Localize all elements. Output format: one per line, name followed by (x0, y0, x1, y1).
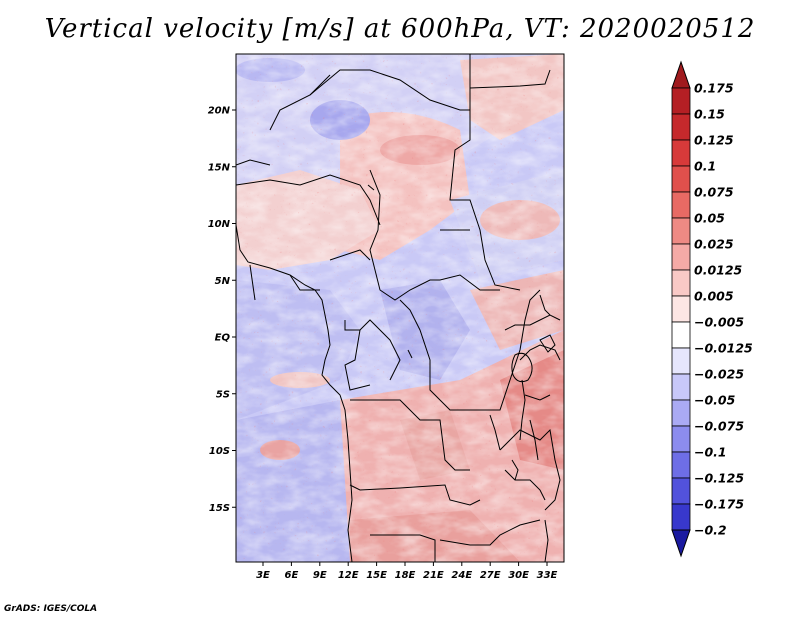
colorbar-label: 0.15 (694, 107, 725, 122)
colorbar-swatch (671, 451, 691, 479)
colorbar-label: −0.005 (694, 315, 744, 330)
colorbar-swatch (671, 191, 691, 219)
latitude-axis: 20N 15N 10N 5N EQ 5S 10S 15S (208, 106, 236, 514)
colorbar: 0.175 0.15 0.125 0.1 0.075 0.05 0.025 0.0125 0.0… (671, 60, 753, 558)
chart-title: Vertical velocity [m/s] at 600hPa, VT: 2… (44, 14, 756, 44)
colorbar-label: 0.175 (694, 81, 734, 96)
lat-tick-label: 10N (208, 219, 231, 230)
colorbar-swatch (671, 373, 691, 401)
colorbar-label: 0.075 (694, 185, 734, 200)
colorbar-label: −0.0125 (694, 341, 753, 356)
colorbar-label: −0.1 (694, 445, 727, 460)
map-frame (235, 53, 565, 563)
colorbar-swatch (671, 477, 691, 505)
colorbar-label: 0.05 (694, 211, 725, 226)
lat-tick-label: 15S (209, 503, 230, 514)
colorbar-label: −0.175 (694, 497, 744, 512)
colorbar-swatch (671, 113, 691, 141)
lat-tick-label: 15N (208, 162, 231, 173)
colorbar-label: −0.025 (694, 367, 744, 382)
colorbar-swatch (671, 399, 691, 427)
colorbar-label: −0.075 (694, 419, 744, 434)
lon-tick-label: 9E (313, 570, 327, 581)
country-borders (236, 54, 561, 562)
colorbar-swatch (671, 347, 691, 375)
colorbar-swatch (671, 217, 691, 245)
lat-tick-label: EQ (215, 333, 231, 344)
colorbar-swatch (671, 425, 691, 453)
lon-tick-label: 24E (451, 570, 472, 581)
colorbar-swatch (671, 87, 691, 115)
colorbar-swatch (671, 165, 691, 193)
lon-tick-label: 15E (366, 570, 387, 581)
colorbar-label: 0.025 (694, 237, 734, 252)
longitude-axis: 3E 6E 9E 12E 15E 18E 21E 24E 27E 30E 33E (256, 562, 558, 581)
colorbar-swatch (671, 503, 691, 531)
lon-tick-label: 3E (256, 570, 270, 581)
lon-tick-label: 27E (480, 570, 501, 581)
colorbar-label: −0.2 (694, 523, 727, 538)
credit-label: GrADS: IGES/COLA (4, 604, 98, 614)
colorbar-label: 0.1 (694, 159, 716, 174)
colorbar-swatch (671, 139, 691, 167)
lat-tick-label: 20N (208, 106, 231, 117)
lon-tick-label: 18E (395, 570, 416, 581)
colorbar-label: −0.125 (694, 471, 744, 486)
lon-tick-label: 33E (537, 570, 558, 581)
lat-tick-label: 5N (215, 276, 231, 287)
colorbar-swatch (671, 243, 691, 271)
colorbar-label: −0.05 (694, 393, 736, 408)
colorbar-label: 0.005 (694, 289, 734, 304)
colorbar-label: 0.0125 (694, 263, 743, 278)
lon-tick-label: 21E (423, 570, 444, 581)
colorbar-swatch (671, 269, 691, 297)
lon-tick-label: 30E (508, 570, 529, 581)
lon-tick-label: 12E (338, 570, 359, 581)
colorbar-label: 0.125 (694, 133, 734, 148)
lat-tick-label: 5S (216, 389, 230, 400)
velocity-field (236, 54, 564, 562)
lat-tick-label: 10S (209, 446, 230, 457)
colorbar-swatch (671, 321, 691, 349)
colorbar-top-arrow (671, 60, 691, 89)
colorbar-bottom-arrow (671, 529, 691, 558)
lon-tick-label: 6E (285, 570, 299, 581)
colorbar-swatch (671, 295, 691, 323)
